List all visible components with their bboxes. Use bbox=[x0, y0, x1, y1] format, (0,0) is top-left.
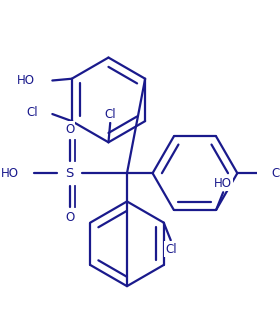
Text: HO: HO bbox=[1, 167, 18, 180]
Text: Cl: Cl bbox=[27, 106, 38, 119]
Text: HO: HO bbox=[214, 177, 232, 190]
Text: O: O bbox=[65, 211, 74, 224]
Text: O: O bbox=[65, 122, 74, 136]
Text: HO: HO bbox=[17, 74, 35, 87]
Text: Cl: Cl bbox=[165, 242, 177, 256]
Text: Cl: Cl bbox=[271, 167, 280, 180]
Text: Cl: Cl bbox=[104, 108, 116, 121]
Text: S: S bbox=[66, 167, 74, 180]
